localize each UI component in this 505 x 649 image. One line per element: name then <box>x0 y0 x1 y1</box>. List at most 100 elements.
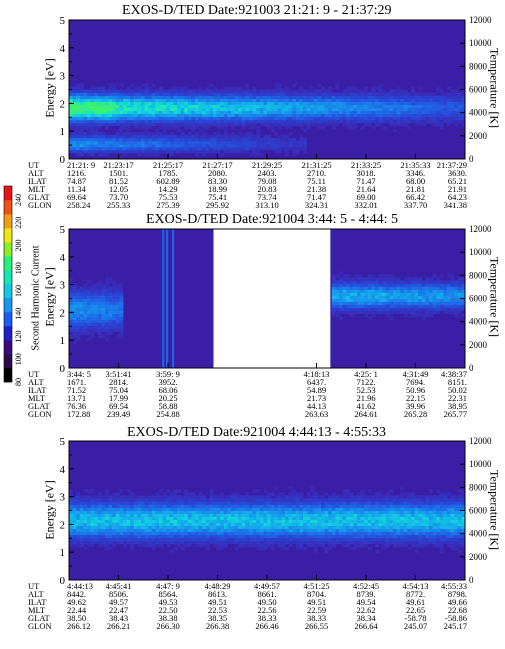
heatmap-cell <box>425 104 430 109</box>
heatmap-cell <box>367 519 372 523</box>
heatmap-cell <box>115 534 120 539</box>
heatmap-cell <box>331 507 336 511</box>
heatmap-cell <box>108 525 113 530</box>
heatmap-cell <box>339 280 343 284</box>
heatmap-cell <box>180 546 185 551</box>
heatmap-cell <box>292 540 297 545</box>
heatmap-cell <box>133 507 138 511</box>
heatmap-cell <box>191 98 196 102</box>
heatmap-cell <box>144 146 149 151</box>
heatmap-cell <box>346 119 351 124</box>
heatmap-cell <box>90 516 95 520</box>
heatmap-cell <box>220 101 225 106</box>
table-cell: 4:44:13 <box>67 581 93 591</box>
heatmap-cell <box>382 277 387 281</box>
heatmap-cell <box>295 516 300 520</box>
heatmap-cell <box>213 119 217 124</box>
heatmap-cell <box>281 546 286 551</box>
heatmap-cell <box>151 513 156 517</box>
heatmap-cell <box>227 495 232 499</box>
heatmap-cell <box>83 125 88 130</box>
heatmap-cell <box>371 289 376 293</box>
heatmap-cell <box>364 107 369 112</box>
heatmap-cell <box>90 289 95 293</box>
heatmap-cell <box>382 504 387 508</box>
heatmap-cell <box>396 531 401 536</box>
heatmap-cell <box>105 501 109 505</box>
heatmap-cell <box>234 546 239 551</box>
heatmap-cell <box>162 134 167 139</box>
heatmap-cell <box>414 295 419 299</box>
heatmap-cell <box>126 495 131 499</box>
heatmap-cell <box>328 122 333 127</box>
heatmap-cell <box>393 510 397 514</box>
heatmap-cell <box>324 98 329 102</box>
heatmap-cell <box>364 504 369 508</box>
heatmap-cell <box>87 289 91 293</box>
heatmap-cell <box>436 525 441 530</box>
heatmap-cell <box>155 504 160 508</box>
heatmap-cell <box>263 89 268 93</box>
heatmap-cell <box>155 98 160 102</box>
heatmap-cell <box>144 143 149 148</box>
heatmap-cell <box>411 525 415 530</box>
heatmap-cell <box>429 510 433 514</box>
heatmap-cell <box>439 98 444 102</box>
heatmap-cell <box>202 495 207 499</box>
heatmap-cell <box>130 525 135 530</box>
heatmap-cell <box>76 498 81 502</box>
heatmap-cell <box>403 507 408 511</box>
heatmap-cell <box>385 528 390 533</box>
heatmap-cell <box>450 277 455 281</box>
heatmap-cell <box>256 98 261 102</box>
heatmap-cell <box>72 122 77 127</box>
heatmap-cell <box>378 95 383 99</box>
heatmap-cell <box>425 498 430 502</box>
heatmap-cell <box>277 531 282 536</box>
heatmap-cell <box>270 95 275 99</box>
heatmap-cell <box>270 107 275 112</box>
y-tick-label: 3 <box>60 71 66 83</box>
heatmap-cell <box>169 549 174 554</box>
heatmap-cell <box>403 95 408 99</box>
heatmap-cell <box>76 295 81 299</box>
heatmap-cell <box>292 146 297 151</box>
heatmap-cell <box>331 301 336 305</box>
heatmap-cell <box>436 86 441 90</box>
heatmap-cell <box>342 513 347 517</box>
heatmap-cell <box>223 86 228 90</box>
heatmap-cell <box>295 543 300 548</box>
heatmap-cell <box>162 510 167 514</box>
heatmap-cell <box>144 513 149 517</box>
heatmap-cell <box>335 522 340 527</box>
heatmap-cell <box>155 498 160 502</box>
heatmap-cell <box>267 119 271 124</box>
heatmap-cell <box>439 519 444 523</box>
heatmap-cell <box>76 534 81 539</box>
heatmap-cell <box>115 137 120 142</box>
heatmap-cell <box>292 113 297 118</box>
heatmap-cell <box>101 498 106 502</box>
heatmap-cell <box>245 528 250 533</box>
heatmap-cell <box>331 280 336 284</box>
heatmap-cell <box>187 537 192 542</box>
heatmap-cell <box>69 316 73 321</box>
heatmap-cell <box>87 128 91 133</box>
heatmap-cell <box>162 122 167 127</box>
heatmap-cell <box>231 510 235 514</box>
heatmap-cell <box>310 489 315 493</box>
heatmap-cell <box>216 528 221 533</box>
heatmap-cell <box>169 95 174 99</box>
heatmap-cell <box>364 534 369 539</box>
heatmap-cell <box>285 137 289 142</box>
heatmap-cell <box>393 89 397 93</box>
heatmap-cell <box>457 513 462 517</box>
heatmap-cell <box>119 149 124 154</box>
heatmap-cell <box>447 537 451 542</box>
heatmap-cell <box>436 537 441 542</box>
heatmap-cell <box>180 534 185 539</box>
heatmap-cell <box>223 516 228 520</box>
heatmap-cell <box>436 495 441 499</box>
heatmap-cell <box>198 89 203 93</box>
heatmap-cell <box>245 143 250 148</box>
